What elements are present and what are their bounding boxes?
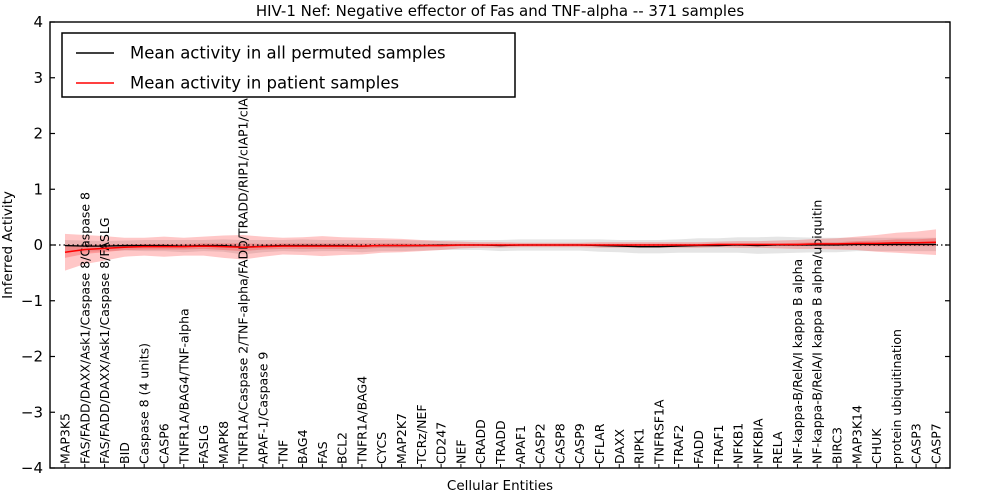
- x-tick-label: CD247: [434, 422, 449, 464]
- x-tick-label: BID: [117, 442, 132, 464]
- x-tick-label: FAS/FADD/DAXX/Ask1/Caspase 8/Caspase 8: [77, 192, 92, 464]
- x-tick-label: FADD: [691, 430, 706, 464]
- x-tick-label: CHUK: [869, 428, 884, 464]
- y-tick-label: 1: [33, 180, 43, 198]
- patient-band-inner: [65, 238, 936, 258]
- x-tick-label: NF-kappa-B/RelA/I kappa B alpha/ubiquiti…: [810, 200, 825, 464]
- x-tick-label: TRADD: [493, 420, 508, 465]
- x-tick-label: TNFRSF1A: [651, 399, 666, 465]
- x-tick-label: NF-kappa-B/RelA/I kappa B alpha: [790, 259, 805, 464]
- y-tick-label: 0: [33, 236, 43, 254]
- x-tick-label: TNFR1A/BAG4/TNF-alpha: [176, 308, 191, 465]
- x-tick-label: NEF: [453, 440, 468, 464]
- x-tick-label: MAP3K14: [849, 405, 864, 464]
- y-tick-label: 3: [33, 69, 43, 87]
- x-tick-label: TRAF1: [711, 424, 726, 465]
- x-tick-label: Caspase 8 (4 units): [137, 343, 152, 464]
- x-axis-title: Cellular Entities: [447, 478, 553, 494]
- x-tick-label: CASP6: [156, 423, 171, 464]
- x-tick-label: NFKB1: [731, 423, 746, 464]
- x-tick-labels: MAP3K5 FAS/FADD/DAXX/Ask1/Caspase 8/Caspa…: [58, 39, 944, 465]
- x-tick-label: APAF1: [513, 425, 528, 464]
- x-tick-label: FAS: [315, 441, 330, 464]
- y-tick-label: 4: [33, 13, 43, 31]
- y-axis-title: Inferred Activity: [0, 191, 16, 299]
- y-tick-label: 2: [33, 125, 43, 143]
- x-tick-label: DAXX: [612, 428, 627, 464]
- x-tick-label: CASP3: [909, 423, 924, 464]
- x-tick-label: RELA: [770, 431, 785, 464]
- x-tick-label: TCRz/NEF: [414, 404, 429, 465]
- x-tick-label: TNF: [275, 440, 290, 465]
- x-tick-label: MAPK8: [216, 421, 231, 464]
- legend-label-patient: Mean activity in patient samples: [130, 74, 399, 93]
- legend-label-permuted: Mean activity in all permuted samples: [130, 44, 446, 63]
- x-tick-label: FASLG: [196, 425, 211, 464]
- x-tick-label: CASP9: [572, 423, 587, 464]
- x-tick-label: CFLAR: [592, 423, 607, 464]
- x-tick-label: MAP3K5: [58, 413, 73, 464]
- x-tick-label: CRADD: [473, 419, 488, 464]
- x-tick-label: TNFR1A/BAG4: [354, 376, 369, 465]
- chart-title: HIV-1 Nef: Negative effector of Fas and …: [256, 2, 744, 20]
- x-tick-label: RIPK1: [632, 428, 647, 464]
- patient-mean-line: [64, 241, 937, 253]
- x-tick-label: FAS/FADD/DAXX/Ask1/Caspase 8/FASLG: [97, 217, 112, 464]
- x-tick-label: CASP8: [552, 423, 567, 464]
- x-tick-label: protein ubiquitination: [889, 329, 904, 464]
- x-tick-label: CASP7: [929, 423, 944, 464]
- x-tick-label: CYCS: [374, 432, 389, 464]
- x-tick-label: NFKBIA: [750, 418, 765, 464]
- legend: Mean activity in all permuted samples Me…: [61, 32, 516, 98]
- y-tick-label: −1: [21, 292, 43, 310]
- x-tick-label: BAG4: [295, 429, 310, 464]
- x-tick-label: APAF-1/Caspase 9: [255, 352, 270, 464]
- axes-frame-and-ticks: 4 3 2 1 0 −1 −2 −3 −4: [21, 13, 951, 477]
- y-tick-label: −3: [21, 403, 43, 421]
- x-tick-label: TRAF2: [671, 424, 686, 465]
- y-tick-label: −4: [21, 459, 43, 477]
- x-tick-label: MAP2K7: [394, 413, 409, 464]
- x-tick-label: BCL2: [335, 432, 350, 464]
- x-tick-label: CASP2: [533, 423, 548, 464]
- series-lines: [50, 241, 950, 253]
- y-tick-label: −2: [21, 348, 43, 366]
- legend-box: [61, 32, 516, 98]
- patient-band-outer: [65, 229, 936, 271]
- x-tick-label: TNFR1A/Caspase 2/TNF-alpha/FADD/TRADD/RI…: [236, 39, 251, 465]
- x-tick-label: BIRC3: [830, 427, 845, 464]
